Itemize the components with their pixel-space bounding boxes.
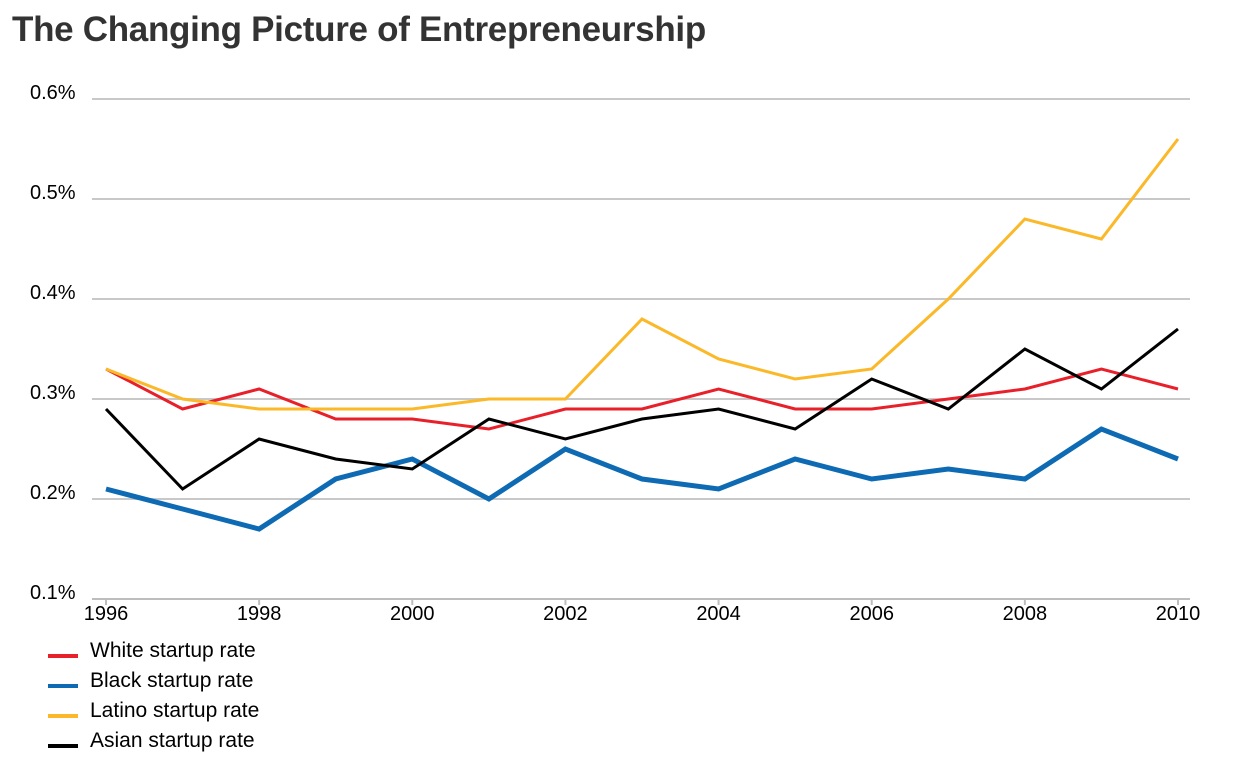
legend-swatch (48, 684, 78, 688)
chart-title: The Changing Picture of Entrepreneurship (12, 10, 706, 49)
legend-item-asian: Asian startup rate (48, 726, 259, 756)
y-tick-label: 0.6% (30, 82, 76, 104)
x-tick-label: 2004 (696, 603, 741, 625)
x-tick-label: 2006 (849, 603, 894, 625)
legend-label: Latino startup rate (90, 699, 260, 722)
legend-label: Black startup rate (90, 669, 254, 692)
series-line-white (105, 367, 1179, 431)
axes: 0.6% 0.5% 0.4% 0.3% 0.2% 0.1% 1996 1998 2000 2002… (30, 82, 1200, 625)
series-lines (104, 138, 1180, 532)
series-line-asian (104, 327, 1179, 491)
legend-label: Asian startup rate (90, 729, 255, 752)
y-tick-label: 0.1% (30, 582, 76, 604)
x-tick-label: 2002 (543, 603, 588, 625)
legend-swatch (48, 714, 78, 718)
y-tick-label: 0.2% (30, 482, 76, 504)
legend-item-white: White startup rate (48, 636, 259, 666)
series-line-black (105, 426, 1179, 532)
legend-swatch (48, 744, 78, 748)
legend-label: White startup rate (90, 639, 256, 662)
x-tick-label: 1996 (84, 603, 129, 625)
x-tick-label: 2010 (1156, 603, 1201, 625)
y-tick-label: 0.5% (30, 182, 76, 204)
legend-item-latino: Latino startup rate (48, 696, 259, 726)
legend: White startup rate Black startup rate Lati… (48, 636, 259, 756)
x-tick-label: 2008 (1003, 603, 1048, 625)
y-tick-label: 0.4% (30, 282, 76, 304)
grid-lines (92, 98, 1190, 500)
y-tick-label: 0.3% (30, 382, 76, 404)
legend-swatch (48, 654, 78, 658)
x-tick-label: 2000 (390, 603, 435, 625)
legend-item-black: Black startup rate (48, 666, 259, 696)
x-tick-label: 1998 (237, 603, 282, 625)
series-line-latino (105, 138, 1180, 411)
